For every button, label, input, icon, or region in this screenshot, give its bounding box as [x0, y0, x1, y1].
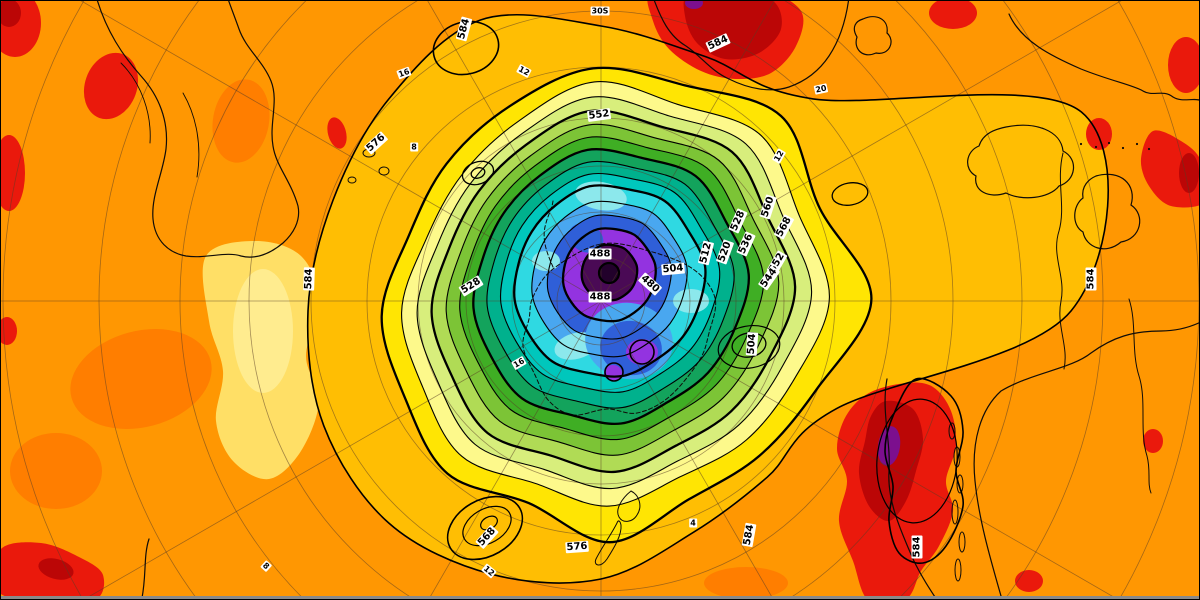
- map-bottom-edge: [1, 596, 1199, 599]
- contours: [306, 13, 1110, 584]
